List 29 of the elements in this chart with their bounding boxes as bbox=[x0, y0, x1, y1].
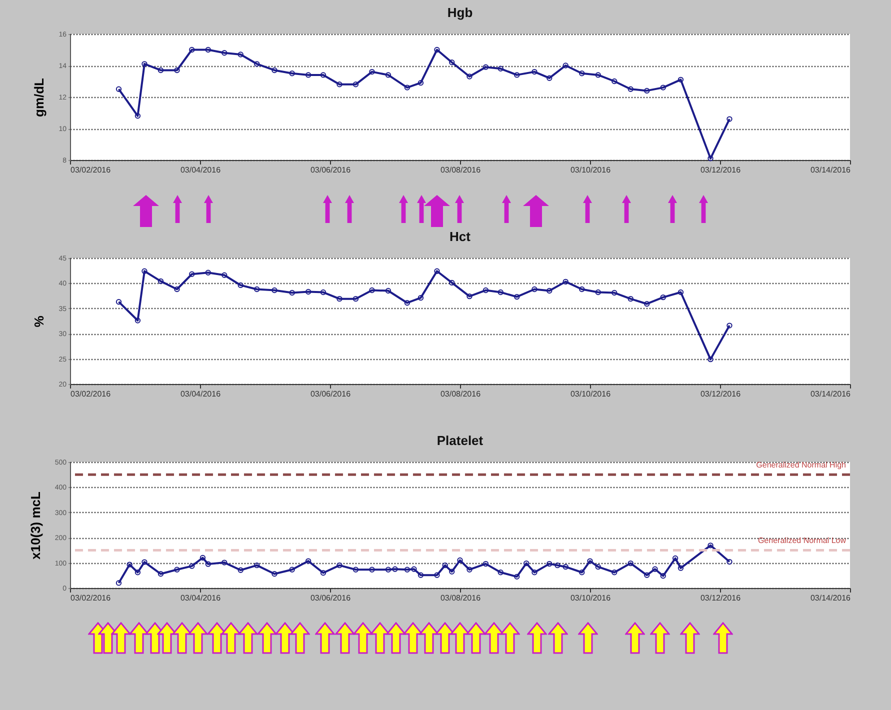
chart-title: Platelet bbox=[436, 433, 484, 448]
x-tick-label: 03/12/2016 bbox=[700, 390, 742, 398]
x-tick-label: 03/10/2016 bbox=[570, 390, 612, 398]
y-axis-title: x10(3) mcL bbox=[28, 491, 43, 560]
x-tick-label: 03/06/2016 bbox=[310, 594, 352, 602]
x-tick-label: 03/02/2016 bbox=[70, 390, 112, 398]
x-tick-label: 03/06/2016 bbox=[310, 390, 352, 398]
x-tick-label: 03/08/2016 bbox=[440, 166, 482, 174]
x-tick-label: 03/14/2016 bbox=[810, 166, 852, 174]
x-tick-label: 03/04/2016 bbox=[180, 390, 222, 398]
y-axis-title: gm/dL bbox=[32, 78, 47, 117]
x-tick-label: 03/02/2016 bbox=[70, 594, 112, 602]
chart-title: Hgb bbox=[447, 5, 473, 20]
x-tick-label: 03/10/2016 bbox=[570, 594, 612, 602]
x-tick-label: 03/04/2016 bbox=[180, 594, 222, 602]
x-tick-label: 03/12/2016 bbox=[700, 594, 742, 602]
y-axis-title: % bbox=[32, 315, 47, 328]
chart-title: Hct bbox=[450, 229, 472, 244]
ref-line-label: Generalized Normal High bbox=[756, 460, 846, 470]
x-tick-label: 03/08/2016 bbox=[440, 390, 482, 398]
x-tick-label: 03/04/2016 bbox=[180, 166, 222, 174]
ref-line-label: Generalized Normal Low bbox=[758, 536, 846, 546]
x-tick-label: 03/14/2016 bbox=[810, 390, 852, 398]
x-tick-label: 03/06/2016 bbox=[310, 166, 352, 174]
x-tick-label: 03/10/2016 bbox=[570, 166, 612, 174]
x-tick-label: 03/14/2016 bbox=[810, 594, 852, 602]
x-tick-label: 03/12/2016 bbox=[700, 166, 742, 174]
x-tick-label: 03/08/2016 bbox=[440, 594, 482, 602]
x-tick-label: 03/02/2016 bbox=[70, 166, 112, 174]
